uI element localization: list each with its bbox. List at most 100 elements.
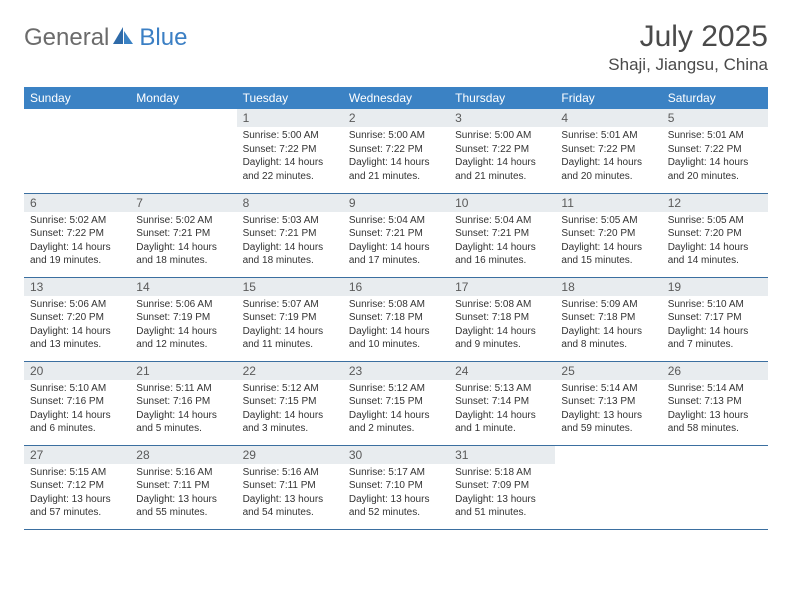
calendar-day-cell: 20Sunrise: 5:10 AMSunset: 7:16 PMDayligh… xyxy=(24,361,130,445)
day-detail-line: and 17 minutes. xyxy=(349,254,443,268)
day-detail-line: Sunrise: 5:15 AM xyxy=(30,466,124,480)
calendar-day-cell xyxy=(130,109,236,193)
day-detail-line: and 2 minutes. xyxy=(349,422,443,436)
day-detail-line: and 51 minutes. xyxy=(455,506,549,520)
day-detail-line: Sunset: 7:18 PM xyxy=(349,311,443,325)
day-detail-line: Sunrise: 5:02 AM xyxy=(30,214,124,228)
page-header: General Blue July 2025 Shaji, Jiangsu, C… xyxy=(24,20,768,75)
day-number: 1 xyxy=(237,109,343,127)
calendar-day-cell: 21Sunrise: 5:11 AMSunset: 7:16 PMDayligh… xyxy=(130,361,236,445)
day-detail-line: Sunset: 7:16 PM xyxy=(30,395,124,409)
day-detail-line: and 3 minutes. xyxy=(243,422,337,436)
day-detail-line: Daylight: 13 hours xyxy=(349,493,443,507)
calendar-day-cell: 5Sunrise: 5:01 AMSunset: 7:22 PMDaylight… xyxy=(662,109,768,193)
day-detail-line: Sunrise: 5:10 AM xyxy=(668,298,762,312)
calendar-day-cell: 12Sunrise: 5:05 AMSunset: 7:20 PMDayligh… xyxy=(662,193,768,277)
day-detail-line: Sunset: 7:19 PM xyxy=(243,311,337,325)
day-details: Sunrise: 5:14 AMSunset: 7:13 PMDaylight:… xyxy=(555,380,661,440)
day-details: Sunrise: 5:14 AMSunset: 7:13 PMDaylight:… xyxy=(662,380,768,440)
weekday-header: Saturday xyxy=(662,87,768,109)
day-detail-line: Sunrise: 5:04 AM xyxy=(455,214,549,228)
day-detail-line: Sunrise: 5:09 AM xyxy=(561,298,655,312)
day-detail-line: Sunset: 7:20 PM xyxy=(668,227,762,241)
day-detail-line: Daylight: 14 hours xyxy=(455,241,549,255)
day-details: Sunrise: 5:00 AMSunset: 7:22 PMDaylight:… xyxy=(449,127,555,187)
day-detail-line: Sunset: 7:22 PM xyxy=(243,143,337,157)
day-detail-line: Daylight: 13 hours xyxy=(30,493,124,507)
day-detail-line: and 15 minutes. xyxy=(561,254,655,268)
calendar-day-cell: 10Sunrise: 5:04 AMSunset: 7:21 PMDayligh… xyxy=(449,193,555,277)
day-detail-line: Daylight: 14 hours xyxy=(243,241,337,255)
day-details: Sunrise: 5:01 AMSunset: 7:22 PMDaylight:… xyxy=(662,127,768,187)
day-details: Sunrise: 5:09 AMSunset: 7:18 PMDaylight:… xyxy=(555,296,661,356)
calendar-day-cell: 15Sunrise: 5:07 AMSunset: 7:19 PMDayligh… xyxy=(237,277,343,361)
day-detail-line: Daylight: 14 hours xyxy=(136,241,230,255)
day-detail-line: Daylight: 14 hours xyxy=(349,325,443,339)
day-detail-line: Sunset: 7:14 PM xyxy=(455,395,549,409)
day-detail-line: Sunrise: 5:10 AM xyxy=(30,382,124,396)
day-details: Sunrise: 5:06 AMSunset: 7:19 PMDaylight:… xyxy=(130,296,236,356)
day-detail-line: Sunset: 7:20 PM xyxy=(30,311,124,325)
day-number: 14 xyxy=(130,278,236,296)
day-number: 6 xyxy=(24,194,130,212)
day-number: 17 xyxy=(449,278,555,296)
weekday-header: Monday xyxy=(130,87,236,109)
day-detail-line: Daylight: 14 hours xyxy=(561,156,655,170)
day-number: 16 xyxy=(343,278,449,296)
day-number: 8 xyxy=(237,194,343,212)
day-detail-line: Sunset: 7:22 PM xyxy=(349,143,443,157)
day-detail-line: Sunset: 7:15 PM xyxy=(243,395,337,409)
day-number: 11 xyxy=(555,194,661,212)
day-details: Sunrise: 5:11 AMSunset: 7:16 PMDaylight:… xyxy=(130,380,236,440)
day-detail-line: Daylight: 14 hours xyxy=(136,325,230,339)
weekday-header: Sunday xyxy=(24,87,130,109)
day-detail-line: and 12 minutes. xyxy=(136,338,230,352)
calendar-day-cell xyxy=(662,445,768,529)
day-detail-line: Sunset: 7:22 PM xyxy=(668,143,762,157)
day-detail-line: Sunrise: 5:17 AM xyxy=(349,466,443,480)
calendar-day-cell: 16Sunrise: 5:08 AMSunset: 7:18 PMDayligh… xyxy=(343,277,449,361)
day-detail-line: and 22 minutes. xyxy=(243,170,337,184)
day-details: Sunrise: 5:04 AMSunset: 7:21 PMDaylight:… xyxy=(343,212,449,272)
day-details: Sunrise: 5:06 AMSunset: 7:20 PMDaylight:… xyxy=(24,296,130,356)
day-detail-line: Daylight: 13 hours xyxy=(668,409,762,423)
day-detail-line: Sunset: 7:22 PM xyxy=(455,143,549,157)
day-detail-line: Daylight: 13 hours xyxy=(136,493,230,507)
day-detail-line: Sunset: 7:11 PM xyxy=(243,479,337,493)
day-detail-line: and 18 minutes. xyxy=(136,254,230,268)
weekday-header: Thursday xyxy=(449,87,555,109)
day-number: 25 xyxy=(555,362,661,380)
day-detail-line: and 59 minutes. xyxy=(561,422,655,436)
calendar-day-cell: 28Sunrise: 5:16 AMSunset: 7:11 PMDayligh… xyxy=(130,445,236,529)
calendar-day-cell xyxy=(24,109,130,193)
calendar-day-cell: 29Sunrise: 5:16 AMSunset: 7:11 PMDayligh… xyxy=(237,445,343,529)
calendar-day-cell: 1Sunrise: 5:00 AMSunset: 7:22 PMDaylight… xyxy=(237,109,343,193)
day-number: 28 xyxy=(130,446,236,464)
day-details: Sunrise: 5:16 AMSunset: 7:11 PMDaylight:… xyxy=(237,464,343,524)
day-detail-line: Sunrise: 5:14 AM xyxy=(668,382,762,396)
day-detail-line: and 21 minutes. xyxy=(455,170,549,184)
day-details: Sunrise: 5:17 AMSunset: 7:10 PMDaylight:… xyxy=(343,464,449,524)
day-detail-line: and 10 minutes. xyxy=(349,338,443,352)
calendar-day-cell: 18Sunrise: 5:09 AMSunset: 7:18 PMDayligh… xyxy=(555,277,661,361)
day-number: 31 xyxy=(449,446,555,464)
day-detail-line: Sunset: 7:18 PM xyxy=(561,311,655,325)
day-detail-line: Daylight: 14 hours xyxy=(561,325,655,339)
calendar-week-row: 20Sunrise: 5:10 AMSunset: 7:16 PMDayligh… xyxy=(24,361,768,445)
day-detail-line: Daylight: 14 hours xyxy=(561,241,655,255)
calendar-day-cell: 9Sunrise: 5:04 AMSunset: 7:21 PMDaylight… xyxy=(343,193,449,277)
day-detail-line: and 6 minutes. xyxy=(30,422,124,436)
day-detail-line: Daylight: 14 hours xyxy=(30,325,124,339)
day-detail-line: Sunrise: 5:02 AM xyxy=(136,214,230,228)
day-number: 10 xyxy=(449,194,555,212)
calendar-day-cell: 30Sunrise: 5:17 AMSunset: 7:10 PMDayligh… xyxy=(343,445,449,529)
day-detail-line: and 20 minutes. xyxy=(668,170,762,184)
day-detail-line: and 19 minutes. xyxy=(30,254,124,268)
day-detail-line: and 5 minutes. xyxy=(136,422,230,436)
calendar-week-row: 27Sunrise: 5:15 AMSunset: 7:12 PMDayligh… xyxy=(24,445,768,529)
day-details: Sunrise: 5:08 AMSunset: 7:18 PMDaylight:… xyxy=(343,296,449,356)
day-detail-line: Sunrise: 5:01 AM xyxy=(668,129,762,143)
day-number: 9 xyxy=(343,194,449,212)
day-details: Sunrise: 5:02 AMSunset: 7:21 PMDaylight:… xyxy=(130,212,236,272)
day-detail-line: Daylight: 14 hours xyxy=(349,241,443,255)
